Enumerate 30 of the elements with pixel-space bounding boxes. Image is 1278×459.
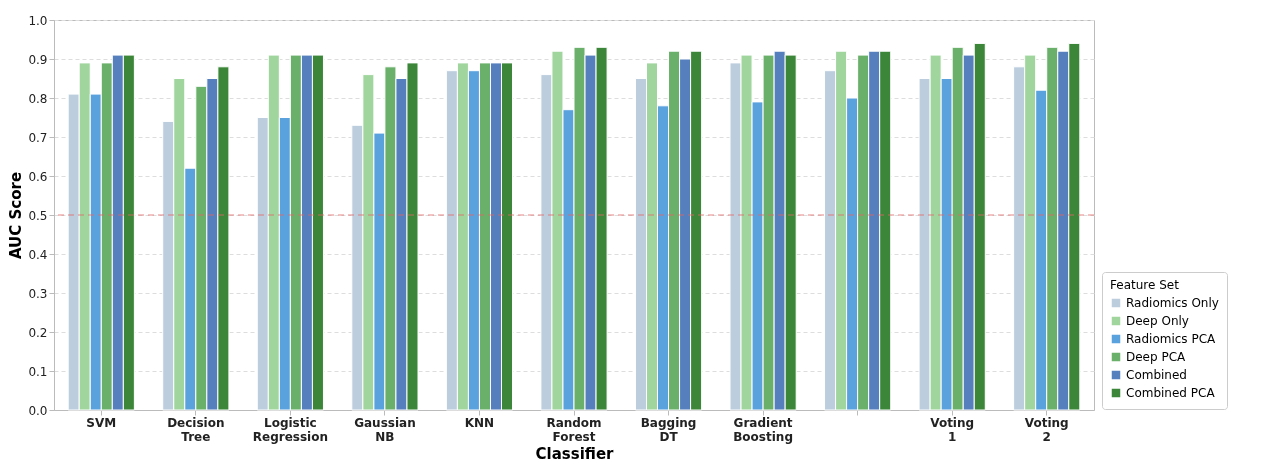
x-tick-label: Voting 1 — [930, 415, 975, 444]
y-tick-label: 0.6 — [28, 169, 48, 184]
x-tick-label: Bagging DT — [640, 415, 697, 444]
y-tick-label: 0.3 — [28, 286, 48, 301]
legend-label: Combined PCA — [1126, 386, 1216, 400]
x-axis-title: Classifier — [535, 444, 615, 459]
x-tick-label: SVM — [86, 415, 117, 430]
y-tick-label: 0.1 — [28, 364, 48, 379]
legend-label: Deep PCA — [1126, 350, 1187, 364]
x-tick-label: Decision Tree — [167, 415, 225, 444]
x-tick-label: Gaussian NB — [354, 415, 416, 444]
y-tick-label: 0.2 — [28, 325, 48, 340]
y-tick-label: 0.0 — [28, 403, 48, 418]
y-tick-label: 0.8 — [28, 91, 48, 106]
y-tick-label: 0.5 — [28, 208, 48, 223]
x-tick-label: Logistic Regression — [252, 415, 328, 444]
y-tick-label: 0.7 — [28, 130, 48, 145]
x-tick-label: Voting 2 — [1024, 415, 1069, 444]
legend-label: Combined — [1126, 368, 1187, 382]
x-tick-label: KNN — [464, 415, 495, 430]
y-tick-label: 1.0 — [28, 13, 48, 28]
y-tick-label: 0.9 — [28, 52, 48, 67]
x-tick-label: Gradient Boosting — [733, 415, 793, 444]
y-axis-title: AUC Score — [7, 171, 26, 260]
legend-label: Radiomics PCA — [1126, 332, 1217, 346]
legend-title: Feature Set — [1110, 278, 1180, 292]
x-tick-label: Random Forest — [546, 415, 602, 444]
y-tick-label: 0.4 — [28, 247, 48, 262]
legend-label: Deep Only — [1126, 314, 1189, 328]
legend-label: Radiomics Only — [1126, 296, 1219, 310]
